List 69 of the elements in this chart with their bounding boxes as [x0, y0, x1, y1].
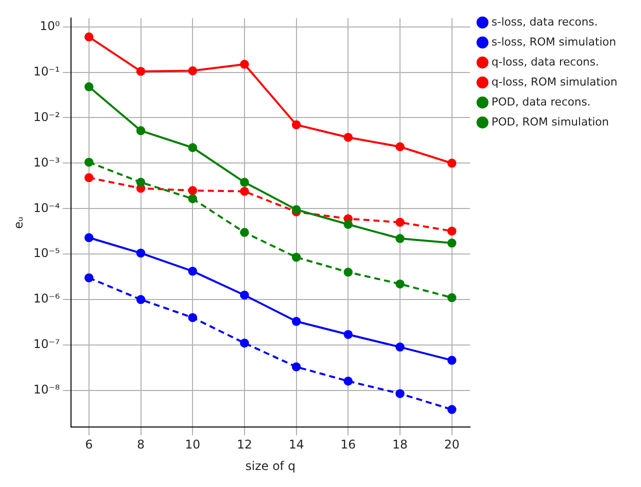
point — [136, 126, 146, 136]
legend-label: q-loss, data recons. — [492, 55, 599, 68]
legend-label: s-loss, ROM simulation — [492, 35, 616, 48]
legend-label: q-loss, ROM simulation — [492, 75, 618, 88]
x-tick-label: 14 — [288, 438, 304, 452]
point — [188, 194, 198, 204]
point — [240, 60, 249, 69]
point — [447, 226, 456, 236]
legend-label: POD, ROM simulation — [492, 115, 609, 128]
y-tick-label: 10⁻² — [33, 110, 60, 124]
y-tick-label: 10⁻³ — [33, 155, 60, 170]
point — [396, 234, 405, 244]
x-tick-label: 18 — [392, 438, 408, 452]
point — [396, 389, 405, 398]
y-tick-label: 10⁻⁵ — [33, 246, 60, 260]
point — [240, 338, 249, 348]
point — [84, 82, 94, 92]
point — [188, 66, 198, 76]
point — [396, 142, 405, 152]
point — [240, 186, 249, 196]
point — [396, 342, 405, 352]
x-tick-label: 16 — [340, 438, 356, 452]
point — [344, 330, 353, 339]
x-axis-title: size of q — [245, 458, 296, 473]
y-axis-title: eᵤ — [11, 216, 26, 229]
point — [396, 279, 405, 288]
y-tick-label: 10⁻⁷ — [33, 337, 60, 352]
point — [136, 248, 146, 258]
point — [240, 290, 249, 300]
point — [292, 252, 301, 262]
point — [240, 228, 249, 237]
point — [447, 158, 456, 168]
x-tick-label: 6 — [85, 438, 93, 452]
y-tick-label: 10⁻⁶ — [33, 292, 60, 306]
point — [292, 362, 301, 372]
y-tick-label: 10⁰ — [40, 18, 60, 33]
point — [84, 158, 94, 167]
point — [344, 220, 353, 229]
point — [292, 120, 301, 130]
point — [292, 316, 301, 326]
point — [344, 376, 353, 386]
point — [136, 66, 146, 76]
point — [188, 266, 198, 276]
legend-label: POD, data recons. — [492, 95, 591, 108]
x-tick-label: 10 — [185, 438, 200, 452]
point — [447, 293, 456, 302]
point — [188, 313, 198, 322]
point — [344, 132, 353, 142]
point — [136, 295, 146, 304]
point — [84, 273, 94, 282]
point — [84, 173, 94, 182]
point — [136, 178, 146, 187]
point — [84, 233, 94, 242]
point — [447, 356, 456, 365]
point — [84, 32, 94, 42]
point — [447, 405, 456, 414]
x-tick-label: 20 — [444, 438, 460, 452]
point — [240, 178, 249, 187]
y-tick-label: 10⁻¹ — [33, 64, 60, 78]
legend-label: s-loss, data recons. — [492, 15, 598, 28]
point — [188, 186, 198, 196]
point — [344, 268, 353, 277]
point — [447, 238, 456, 248]
y-tick-label: 10⁻⁴ — [33, 200, 60, 215]
x-tick-label: 8 — [136, 438, 145, 452]
point — [188, 143, 198, 152]
x-tick-label: 12 — [236, 438, 252, 452]
point — [396, 218, 405, 227]
y-tick-label: 10⁻⁸ — [33, 382, 60, 397]
